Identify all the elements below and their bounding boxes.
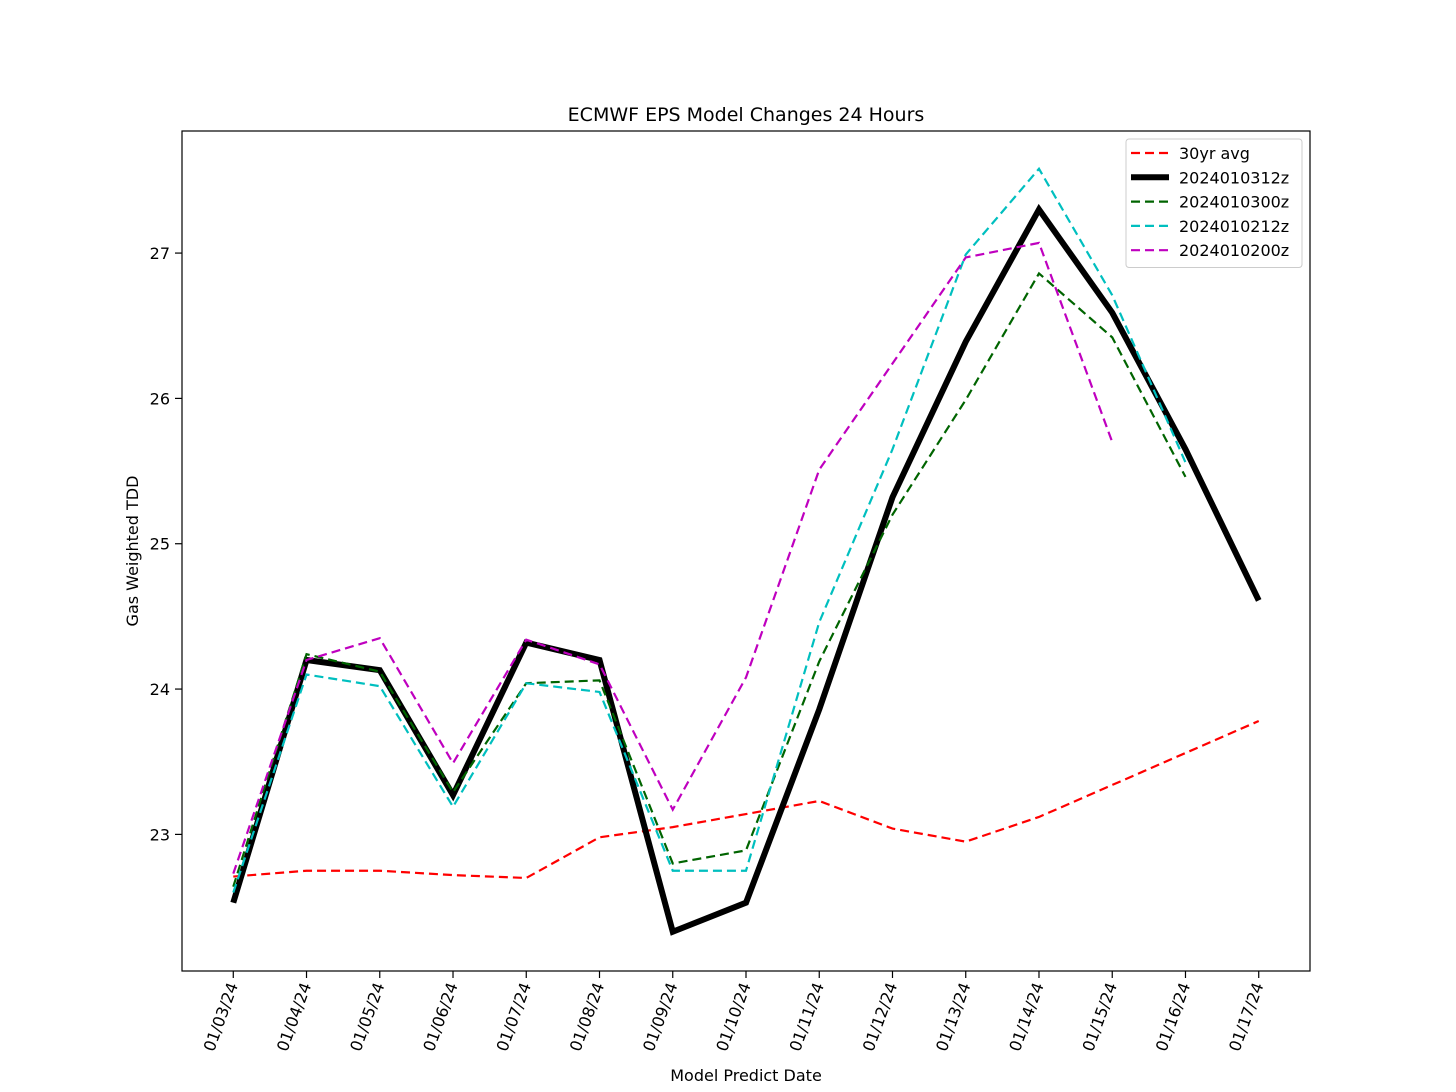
y-tick-label: 27 [150,244,170,263]
x-tick-label: 01/12/24 [859,980,901,1054]
series-line [232,271,1187,888]
chart-title: ECMWF EPS Model Changes 24 Hours [568,104,925,126]
x-tick-label: 01/11/24 [786,980,828,1054]
legend-box [1125,138,1303,268]
series-line [230,203,1262,936]
x-tick-label: 01/16/24 [1152,980,1194,1054]
x-tick-label: 01/15/24 [1079,980,1121,1054]
legend-label: 2024010300z [1179,193,1289,212]
y-tick-label: 23 [150,825,170,844]
x-tick-label: 01/09/24 [639,980,681,1054]
legend-label: 2024010212z [1179,217,1289,236]
x-tick-label: 01/08/24 [566,980,608,1054]
y-axis-label: Gas Weighted TDD [123,476,142,627]
legend-label: 30yr avg [1179,144,1250,163]
x-tick-label: 01/04/24 [273,980,315,1054]
plot-frame [181,130,1311,972]
x-tick-label: 01/17/24 [1225,980,1267,1054]
x-tick-label: 01/13/24 [932,980,974,1054]
legend-label: 2024010312z [1179,168,1289,187]
y-tick-label: 26 [150,389,170,408]
series-line [233,720,1260,880]
x-axis-label: Model Predict Date [670,1066,822,1085]
x-tick-label: 01/14/24 [1005,980,1047,1054]
series-line [232,241,1114,874]
x-tick-label: 01/05/24 [346,980,388,1054]
legend-label: 2024010200z [1179,241,1289,260]
y-tick-label: 25 [150,535,170,554]
x-tick-label: 01/07/24 [493,980,535,1054]
series-line [232,166,1187,893]
y-tick-label: 24 [150,680,170,699]
x-tick-label: 01/03/24 [200,980,242,1054]
x-tick-label: 01/10/24 [712,980,754,1054]
x-tick-label: 01/06/24 [419,980,461,1054]
